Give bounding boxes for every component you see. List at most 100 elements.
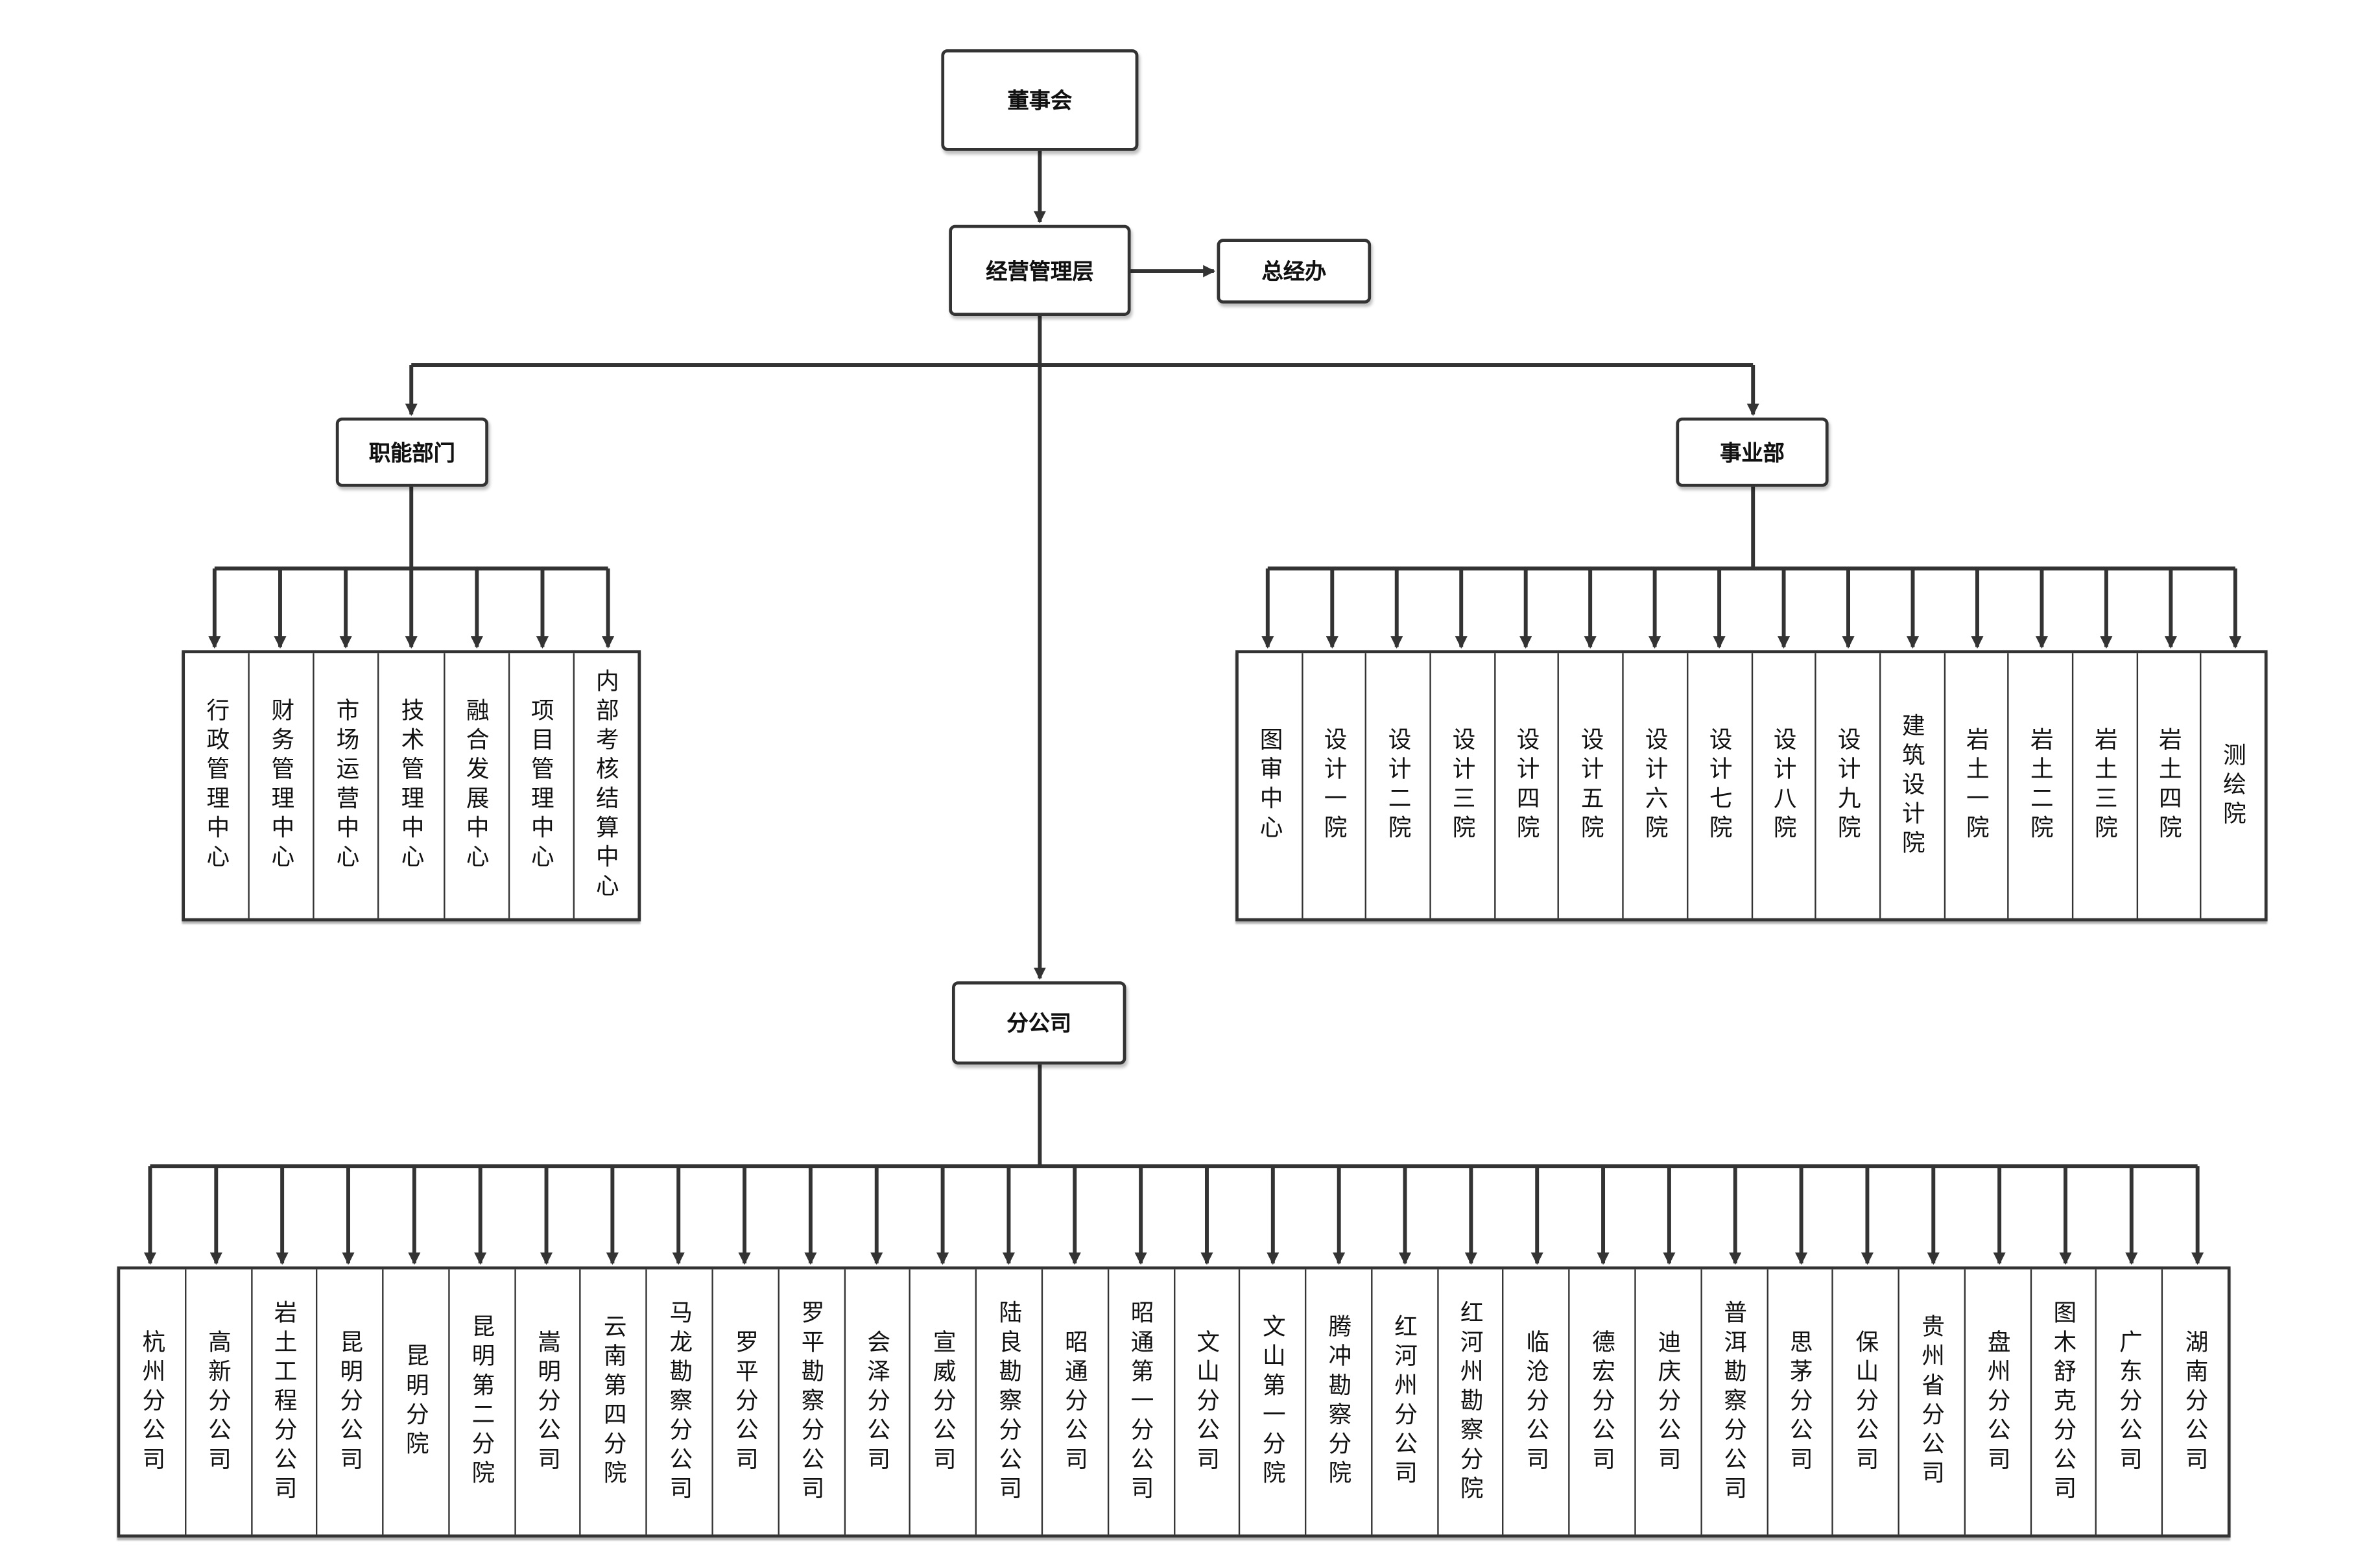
business-unit: 设计一院 — [1303, 653, 1367, 918]
branch-unit-label: 广东分公司 — [2116, 1328, 2145, 1475]
branch-unit: 迪庆分公司 — [1636, 1269, 1702, 1535]
business-unit-label: 设计九院 — [1835, 727, 1862, 844]
branch-unit: 思茅分公司 — [1768, 1269, 1834, 1535]
branch-unit: 罗平分公司 — [713, 1269, 779, 1535]
branch-unit: 文山分公司 — [1174, 1269, 1241, 1535]
branch-unit: 宣威分公司 — [911, 1269, 977, 1535]
branch-unit-label: 图木舒克分公司 — [2050, 1299, 2078, 1505]
business-unit-label: 图审中心 — [1256, 727, 1285, 844]
branch-unit: 盘州分公司 — [1966, 1269, 2032, 1535]
branch-unit: 红河州分公司 — [1372, 1269, 1438, 1535]
branch-unit: 德宏分公司 — [1570, 1269, 1636, 1535]
functional-unit: 行政管理中心 — [185, 653, 250, 918]
functional-unit-label: 内部考核结算中心 — [593, 668, 621, 903]
branch-unit-label: 盘州分公司 — [1984, 1328, 2012, 1475]
branch-unit: 文山第一分院 — [1241, 1269, 1307, 1535]
branch-unit: 陆良勘察分公司 — [977, 1269, 1043, 1535]
management-node: 经营管理层 — [949, 224, 1131, 316]
branch-unit: 湖南分公司 — [2163, 1269, 2228, 1535]
functional-unit-label: 技术管理中心 — [398, 698, 426, 874]
branch-unit: 临沧分公司 — [1504, 1269, 1570, 1535]
branch-unit-label: 昭通分公司 — [1062, 1328, 1090, 1475]
business-unit-label: 岩土四院 — [2156, 727, 2184, 844]
business-unit: 设计二院 — [1367, 653, 1431, 918]
branch-unit: 广东分公司 — [2097, 1269, 2163, 1535]
branch-unit-label: 宣威分公司 — [930, 1328, 958, 1475]
functional-unit-label: 市场运营中心 — [333, 698, 361, 874]
branch-unit-label: 罗平勘察分公司 — [798, 1299, 826, 1505]
functional-unit: 技术管理中心 — [379, 653, 445, 918]
board-node: 董事会 — [941, 49, 1139, 151]
branch-unit-label: 罗平分公司 — [732, 1328, 761, 1475]
gm-office-label: 总经办 — [1261, 260, 1327, 285]
business-unit-label: 设计八院 — [1770, 727, 1798, 844]
business-unit: 岩土一院 — [1945, 653, 2010, 918]
branches-label: 分公司 — [1006, 1012, 1072, 1037]
branches-node: 分公司 — [951, 981, 1126, 1065]
branch-unit-label: 临沧分公司 — [1523, 1328, 1551, 1475]
branch-unit-label: 昭通第一分公司 — [1128, 1299, 1156, 1505]
business-unit: 设计四院 — [1495, 653, 1560, 918]
branch-unit: 云南第四分院 — [582, 1269, 648, 1535]
branch-unit: 图木舒克分公司 — [2031, 1269, 2097, 1535]
business-unit: 设计六院 — [1624, 653, 1688, 918]
branch-unit-label: 普洱勘察分公司 — [1720, 1299, 1749, 1505]
branch-unit-label: 腾冲勘察分院 — [1325, 1314, 1353, 1490]
functional-unit: 项目管理中心 — [510, 653, 575, 918]
branch-unit: 高新分公司 — [186, 1269, 252, 1535]
branch-unit: 会泽分公司 — [845, 1269, 911, 1535]
business-unit-label: 设计二院 — [1385, 727, 1413, 844]
branch-unit: 昭通分公司 — [1043, 1269, 1109, 1535]
branch-unit: 红河州勘察分院 — [1438, 1269, 1505, 1535]
branch-unit-label: 文山分公司 — [1193, 1328, 1222, 1475]
business-unit: 岩土四院 — [2137, 653, 2202, 918]
functional-unit: 内部考核结算中心 — [575, 653, 638, 918]
branch-unit-label: 迪庆分公司 — [1655, 1328, 1683, 1475]
business-unit: 岩土三院 — [2073, 653, 2138, 918]
business-unit: 设计八院 — [1752, 653, 1817, 918]
branch-unit-label: 思茅分公司 — [1787, 1328, 1815, 1475]
functional-unit: 融合发展中心 — [444, 653, 510, 918]
branch-unit: 普洱勘察分公司 — [1702, 1269, 1768, 1535]
business-unit: 设计三院 — [1431, 653, 1495, 918]
branch-unit-label: 杭州分公司 — [139, 1328, 167, 1475]
branch-unit-label: 昆明分院 — [403, 1343, 431, 1461]
business-unit: 岩土二院 — [2009, 653, 2074, 918]
branch-unit: 昆明分公司 — [318, 1269, 384, 1535]
business-dept-label: 事业部 — [1720, 441, 1785, 466]
branch-unit: 贵州省分公司 — [1899, 1269, 1966, 1535]
branch-unit-label: 云南第四分院 — [601, 1314, 628, 1490]
business-unit: 测绘院 — [2202, 653, 2265, 918]
branch-unit-label: 岩土工程分公司 — [270, 1299, 299, 1505]
branch-unit-label: 会泽分公司 — [864, 1328, 892, 1475]
branch-unit-label: 红河州勘察分院 — [1457, 1299, 1485, 1505]
business-unit-label: 设计四院 — [1514, 727, 1541, 844]
business-unit-label: 设计五院 — [1578, 727, 1606, 844]
functional-unit: 市场运营中心 — [315, 653, 380, 918]
branch-unit: 昆明分院 — [384, 1269, 450, 1535]
branch-unit: 杭州分公司 — [120, 1269, 186, 1535]
branch-unit: 嵩明分公司 — [516, 1269, 582, 1535]
branch-unit: 保山分公司 — [1833, 1269, 1900, 1535]
branch-unit-label: 马龙勘察分公司 — [666, 1299, 695, 1505]
management-label: 经营管理层 — [986, 259, 1094, 285]
business-unit: 设计七院 — [1688, 653, 1753, 918]
business-unit-label: 设计一院 — [1320, 727, 1349, 844]
business-unit: 图审中心 — [1239, 653, 1303, 918]
branch-unit: 腾冲勘察分院 — [1306, 1269, 1373, 1535]
business-unit: 建筑设计院 — [1881, 653, 1946, 918]
business-units-row: 图审中心 设计一院 设计二院 设计三院 设计四院 设计五院 设计六院 设计七院 设计八院 设计九院… — [1235, 650, 2268, 922]
branch-unit-label: 嵩明分公司 — [534, 1328, 563, 1475]
branch-unit: 罗平勘察分公司 — [779, 1269, 846, 1535]
business-unit: 设计九院 — [1816, 653, 1881, 918]
branch-unit: 岩土工程分公司 — [252, 1269, 318, 1535]
functional-unit-label: 融合发展中心 — [463, 698, 491, 874]
branch-unit-label: 德宏分公司 — [1589, 1328, 1617, 1475]
branch-units-row: 杭州分公司 高新分公司 岩土工程分公司 昆明分公司 昆明分院 昆明第二分院 嵩明分公司 云南第… — [117, 1266, 2231, 1538]
business-unit-label: 设计七院 — [1706, 727, 1734, 844]
functional-dept-label: 职能部门 — [368, 441, 455, 466]
functional-unit-label: 财务管理中心 — [268, 698, 296, 874]
branch-unit-label: 贵州省分公司 — [1918, 1314, 1947, 1490]
